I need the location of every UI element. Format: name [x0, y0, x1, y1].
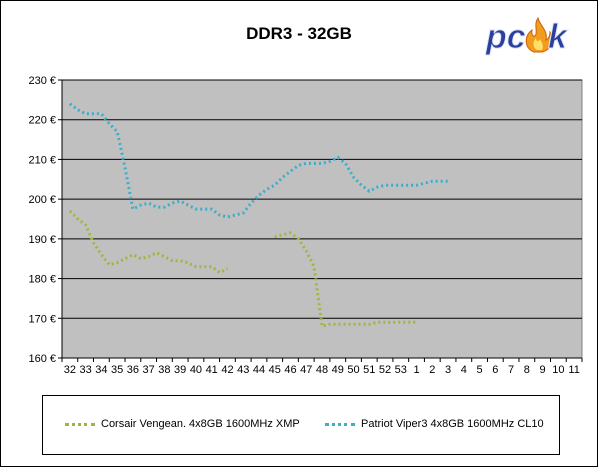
legend: Corsair Vengean. 4x8GB 1600MHz XMP Patri… [42, 395, 560, 455]
x-tick-label: 44 [253, 364, 265, 376]
x-tick-label: 45 [269, 364, 281, 376]
x-tick-label: 41 [206, 364, 218, 376]
series-line-corsair [68, 210, 229, 275]
y-tick-label: 190 € [28, 234, 56, 246]
x-tick-label: 52 [379, 364, 391, 376]
x-tick-label: 4 [461, 364, 467, 376]
x-tick-label: 3 [445, 364, 451, 376]
chart-title: DDR3 - 32GB [246, 24, 352, 43]
x-tick-label: 48 [316, 364, 328, 376]
x-tick-label: 53 [395, 364, 407, 376]
x-tick-label: 43 [237, 364, 249, 376]
x-tick-label: 37 [143, 364, 155, 376]
x-tick-label: 49 [332, 364, 344, 376]
legend-swatch-patriot [325, 422, 355, 426]
x-tick-label: 9 [540, 364, 546, 376]
x-tick-label: 10 [552, 364, 564, 376]
y-tick-label: 220 € [28, 115, 56, 127]
x-tick-label: 1 [413, 364, 419, 376]
legend-swatch-corsair [65, 422, 95, 426]
x-tick-label: 36 [127, 364, 139, 376]
x-tick-label: 5 [477, 364, 483, 376]
legend-label-corsair: Corsair Vengean. 4x8GB 1600MHz XMP [101, 418, 300, 430]
legend-item-corsair: Corsair Vengean. 4x8GB 1600MHz XMP [65, 418, 300, 430]
svg-text:k: k [548, 18, 569, 56]
x-tick-label: 34 [95, 364, 107, 376]
y-tick-label: 230 € [28, 75, 56, 87]
x-tick-label: 33 [80, 364, 92, 376]
x-tick-label: 39 [174, 364, 186, 376]
x-tick-label: 40 [190, 364, 202, 376]
y-tick-label: 200 € [28, 194, 56, 206]
plot-background [61, 79, 583, 359]
x-tick-label: 11 [568, 364, 579, 376]
x-tick-label: 51 [363, 364, 375, 376]
y-tick-label: 170 € [28, 313, 56, 325]
x-tick-label: 8 [524, 364, 530, 376]
x-tick-label: 2 [429, 364, 435, 376]
flame-icon: pc k [485, 16, 570, 57]
y-tick-label: 210 € [28, 154, 56, 166]
x-tick-label: 47 [300, 364, 312, 376]
svg-text:pc: pc [485, 18, 526, 56]
x-tick-label: 38 [158, 364, 170, 376]
legend-label-patriot: Patriot Viper3 4x8GB 1600MHz CL10 [361, 418, 544, 430]
y-tick-label: 180 € [28, 274, 56, 286]
x-tick-label: 7 [508, 364, 514, 376]
legend-item-patriot: Patriot Viper3 4x8GB 1600MHz CL10 [325, 418, 544, 430]
x-tick-label: 46 [284, 364, 296, 376]
x-tick-label: 35 [111, 364, 123, 376]
x-tick-label: 32 [64, 364, 76, 376]
pcsk-logo: pc k [484, 14, 586, 58]
x-tick-label: 6 [492, 364, 498, 376]
y-tick-label: 160 € [28, 353, 56, 365]
x-tick-label: 42 [221, 364, 233, 376]
x-tick-label: 50 [347, 364, 359, 376]
